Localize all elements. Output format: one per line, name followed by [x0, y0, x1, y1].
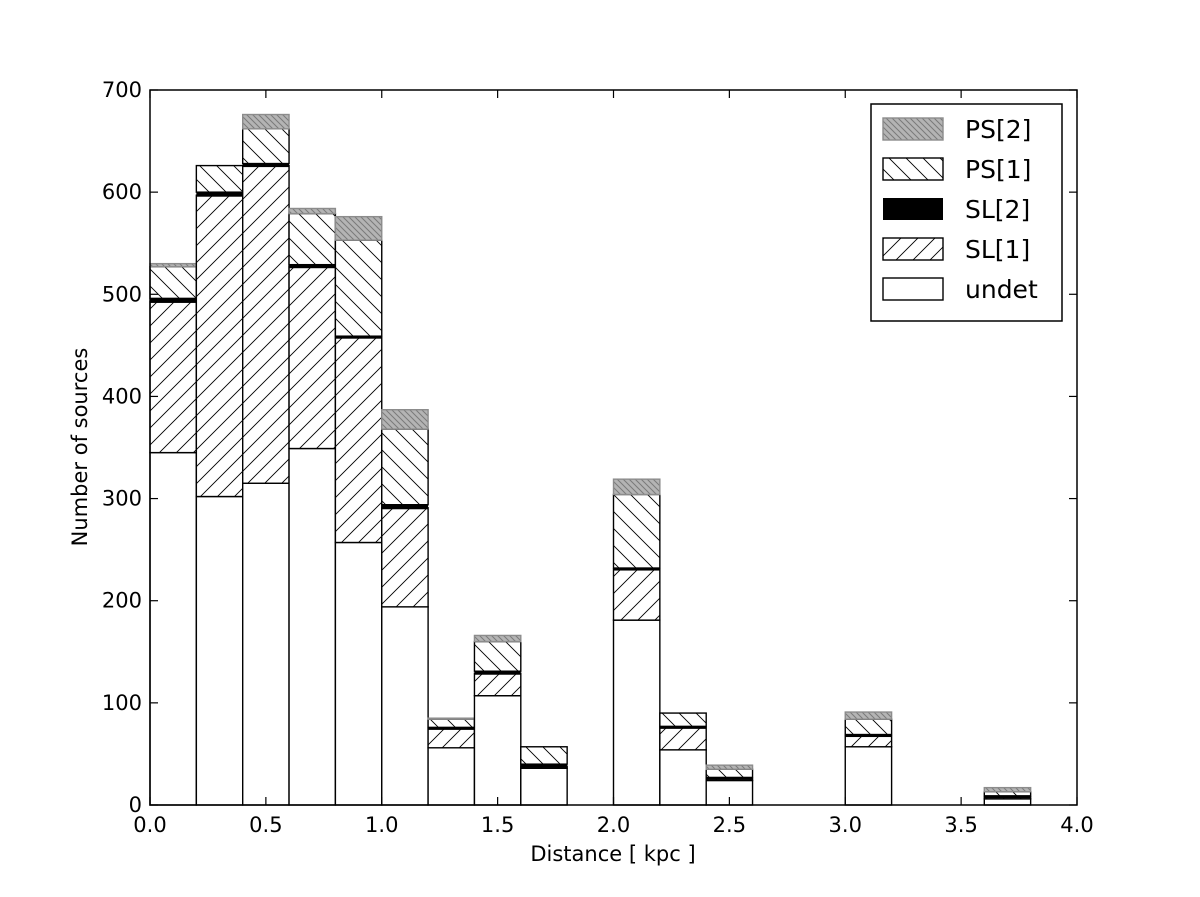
legend-label-SL[1]: SL[1]: [965, 235, 1030, 264]
axis-ticks: [149, 89, 1078, 806]
bar-segment-SL[1]-4: [334, 336, 383, 544]
legend-label-PS[2]: PS[2]: [965, 115, 1031, 144]
bar-segment-undet-1: [195, 495, 244, 806]
bar-segment-SL[2]-2: [242, 162, 290, 168]
bar-segment-undet-5: [381, 606, 429, 806]
x-tick-label: 0.5: [249, 813, 282, 837]
bar-segment-PS[2]-18: [983, 786, 1032, 793]
bars-layer: [149, 113, 1032, 806]
bar-segment-PS[2]-15: [844, 711, 893, 720]
x-tick-label: 2.0: [597, 813, 630, 837]
bar-segment-SL[1]-10: [612, 568, 661, 621]
bar-segment-undet-10: [612, 619, 661, 806]
bar-segment-SL[1]-0: [149, 300, 198, 454]
bar-segment-SL[1]-11: [659, 726, 707, 751]
bar-segment-PS[2]-3: [288, 207, 337, 215]
legend-swatch-SL[2]: [883, 198, 943, 220]
bar-segment-PS[1]-8: [520, 746, 568, 765]
bar-segment-PS[1]-2: [241, 128, 290, 165]
y-tick-label: 700: [102, 78, 142, 102]
bar-segment-undet-6: [427, 747, 476, 806]
bar-segment-PS[1]-6: [427, 718, 476, 729]
y-tick-label: 600: [102, 180, 142, 204]
bar-segment-SL[2]-5: [381, 503, 429, 510]
legend-label-undet: undet: [965, 275, 1038, 304]
bar-segment-SL[1]-1: [195, 194, 244, 498]
x-tick-label: 3.5: [944, 813, 977, 837]
bar-segment-undet-0: [149, 451, 198, 806]
bar-segment-PS[2]-10: [612, 478, 661, 496]
y-tick-label: 200: [102, 589, 142, 613]
bar-segment-SL[1]-3: [288, 266, 337, 450]
bar-segment-PS[2]-5: [381, 409, 429, 430]
bar-segment-undet-3: [288, 447, 337, 806]
x-tick-label: 4.0: [1060, 813, 1093, 837]
y-axis-label: Number of sources: [68, 348, 92, 547]
legend-label-SL[2]: SL[2]: [965, 195, 1030, 224]
bar-segment-undet-18: [983, 798, 1032, 806]
bar-segment-PS[2]-6: [427, 717, 476, 720]
bar-segment-PS[1]-15: [844, 718, 893, 736]
bar-segment-SL[2]-7: [474, 669, 521, 675]
legend-label-PS[1]: PS[1]: [965, 155, 1031, 184]
bar-segment-PS[2]-12: [705, 764, 754, 770]
bar-segment-SL[2]-0: [150, 296, 197, 303]
bar-segment-SL[1]-15: [844, 734, 893, 748]
x-tick-label: 2.5: [713, 813, 746, 837]
bar-segment-PS[2]-2: [241, 113, 290, 130]
bar-segment-PS[1]-10: [612, 493, 661, 569]
y-tick-label: 500: [102, 282, 142, 306]
bar-segment-PS[2]-7: [473, 634, 522, 643]
bar-segment-PS[1]-12: [705, 768, 754, 779]
bar-segment-PS[1]-4: [334, 239, 383, 337]
bar-segment-PS[1]-11: [659, 712, 707, 728]
y-tick-label: 0: [129, 793, 142, 817]
x-axis-label: Distance [ kpc ]: [530, 842, 695, 866]
bar-segment-SL[2]-3: [289, 263, 336, 269]
bar-segment-undet-8: [520, 767, 568, 806]
bar-segment-SL[1]-5: [381, 507, 429, 608]
bar-segment-PS[1]-1: [195, 164, 244, 193]
bar-segment-PS[1]-7: [473, 640, 522, 672]
y-tick-label: 300: [102, 487, 142, 511]
bar-segment-undet-11: [659, 749, 707, 806]
legend-swatch-PS[2]: [882, 117, 944, 141]
bar-segment-PS[2]-0: [149, 262, 198, 268]
bar-segment-PS[1]-0: [149, 266, 198, 300]
x-tick-label: 1.0: [365, 813, 398, 837]
bar-segment-SL[1]-7: [473, 672, 522, 697]
axis-tick-labels: 0.0 0.5 1.0 1.5 2.0 2.5 3.0 3.5 4.0 0 100 200 300 400…: [102, 78, 1094, 837]
bar-segment-SL[1]-6: [427, 727, 476, 749]
x-tick-label: 0.0: [133, 813, 166, 837]
bar-segment-undet-7: [473, 695, 522, 806]
x-tick-label: 3.0: [829, 813, 862, 837]
bar-segment-SL[2]-8: [520, 762, 568, 768]
bar-segment-undet-2: [241, 482, 290, 806]
legend: PS[2] PS[1] SL[2] SL[1] undet: [870, 103, 1063, 322]
bar-segment-SL[1]-2: [241, 164, 290, 484]
x-tick-label: 1.5: [481, 813, 514, 837]
legend-swatch-SL[1]: [882, 237, 944, 261]
legend-swatch-PS[1]: [882, 157, 944, 181]
bar-segment-SL[2]-1: [196, 190, 243, 197]
bar-segment-undet-15: [844, 746, 893, 806]
bar-segment-PS[1]-3: [288, 212, 337, 266]
bar-segment-undet-4: [334, 541, 383, 806]
legend-swatch-undet: [882, 277, 944, 301]
bar-segment-PS[2]-4: [334, 215, 383, 241]
bar-segment-PS[1]-5: [381, 428, 429, 506]
y-tick-label: 100: [102, 691, 142, 715]
y-tick-label: 400: [102, 384, 142, 408]
